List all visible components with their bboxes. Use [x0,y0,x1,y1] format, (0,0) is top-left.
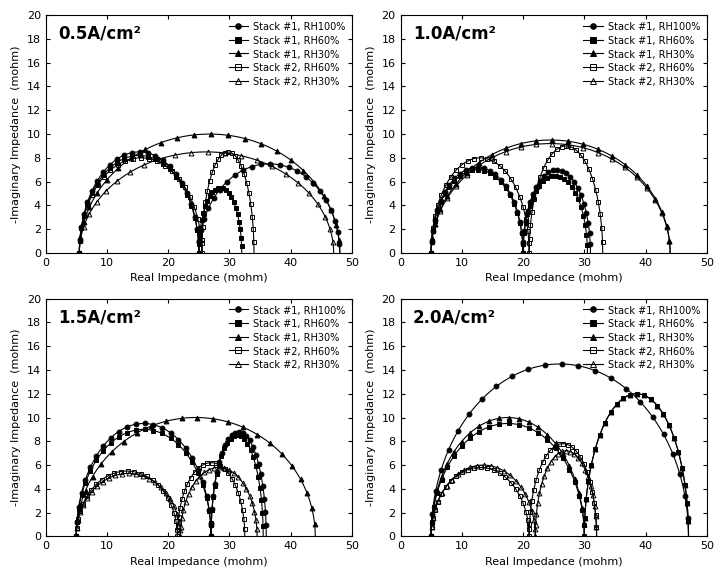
X-axis label: Real Impedance (mohm): Real Impedance (mohm) [130,273,268,283]
Text: 2.0A/cm²: 2.0A/cm² [413,308,496,326]
X-axis label: Real Impedance (mohm): Real Impedance (mohm) [485,557,623,567]
Text: 1.5A/cm²: 1.5A/cm² [58,308,141,326]
Y-axis label: -Imaginary Impedance  (mohm): -Imaginary Impedance (mohm) [366,329,376,506]
Legend: Stack #1, RH100%, Stack #1, RH60%, Stack #1, RH30%, Stack #2, RH60%, Stack #2, R: Stack #1, RH100%, Stack #1, RH60%, Stack… [581,303,702,372]
Text: 0.5A/cm²: 0.5A/cm² [58,25,141,43]
X-axis label: Real Impedance (mohm): Real Impedance (mohm) [485,273,623,283]
Y-axis label: -Imaginary Impedance  (mohm): -Imaginary Impedance (mohm) [11,329,21,506]
X-axis label: Real Impedance (mohm): Real Impedance (mohm) [130,557,268,567]
Legend: Stack #1, RH100%, Stack #1, RH60%, Stack #1, RH30%, Stack #2, RH60%, Stack #2, R: Stack #1, RH100%, Stack #1, RH60%, Stack… [581,20,702,89]
Legend: Stack #1, RH100%, Stack #1, RH60%, Stack #1, RH30%, Stack #2, RH60%, Stack #2, R: Stack #1, RH100%, Stack #1, RH60%, Stack… [227,303,347,372]
Legend: Stack #1, RH100%, Stack #1, RH60%, Stack #1, RH30%, Stack #2, RH60%, Stack #2, R: Stack #1, RH100%, Stack #1, RH60%, Stack… [227,20,347,89]
Y-axis label: -Imaginary Impedance  (mohm): -Imaginary Impedance (mohm) [11,45,21,223]
Y-axis label: -Imaginary Impedance  (mohm): -Imaginary Impedance (mohm) [366,45,376,223]
Text: 1.0A/cm²: 1.0A/cm² [413,25,496,43]
